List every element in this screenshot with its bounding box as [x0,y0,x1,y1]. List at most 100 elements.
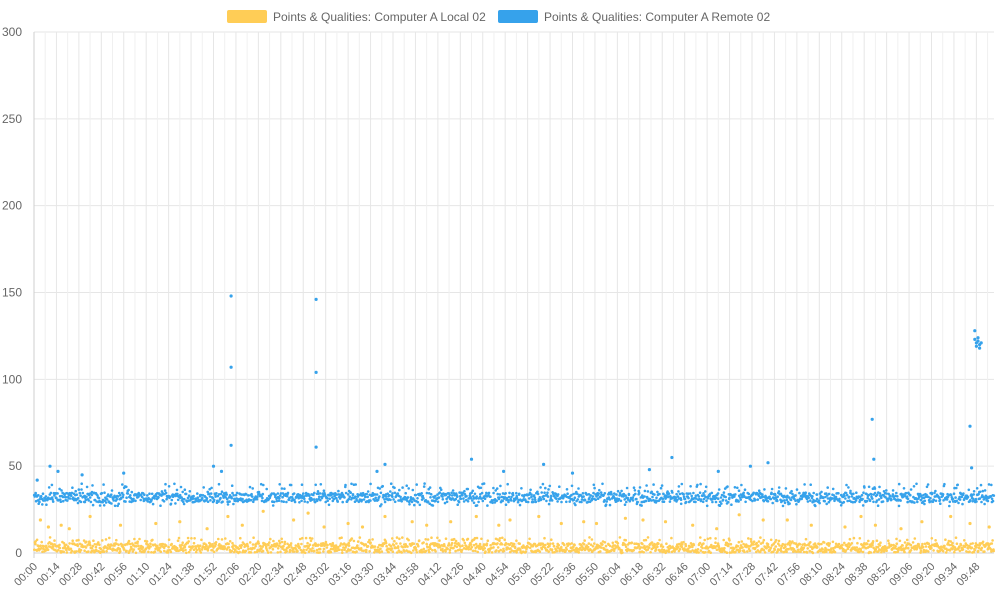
x-tick-label: 00:00 [12,561,40,589]
remote-point [498,496,501,499]
legend-label-remote[interactable]: Points & Qualities: Computer A Remote 02 [544,10,770,24]
local-point [268,541,271,544]
local-point [961,548,965,551]
remote-point [272,500,276,504]
remote-point [546,491,549,495]
local-point [322,547,326,551]
legend-label-local[interactable]: Points & Qualities: Computer A Local 02 [273,10,486,24]
remote-point [341,500,345,504]
legend-swatch-remote[interactable] [498,10,538,23]
local-point [356,544,359,547]
remote-point [602,493,605,497]
local-point [930,546,933,550]
local-point [149,542,152,545]
remote-point [822,496,825,500]
local-point [422,547,426,551]
remote-point [280,487,284,490]
remote-point [839,500,842,504]
remote-point [991,499,995,503]
remote-point [637,491,641,495]
local-point [304,536,308,540]
remote-point [769,497,773,501]
remote-point [451,489,455,492]
local-point [548,544,551,548]
local-point [509,547,512,550]
local-point [466,537,470,541]
local-point [848,537,852,541]
remote-point [676,498,679,502]
remote-point [245,493,248,496]
remote-point [196,492,199,495]
remote-point [586,500,590,504]
local-point [224,537,227,540]
remote-point [682,495,686,499]
remote-point [951,497,955,501]
remote-point [473,492,477,496]
local-point [368,550,371,553]
local-point [660,543,663,546]
local-point [231,541,234,545]
local-point [441,549,445,553]
remote-point [389,498,392,502]
remote-point [175,488,179,492]
remote-point [939,502,942,506]
local-point [553,551,556,554]
local-point [983,550,986,553]
local-point [414,546,418,550]
local-point [623,543,627,547]
remote-point [400,500,404,503]
x-tick-label: 08:38 [842,561,870,589]
legend-swatch-local[interactable] [227,10,267,23]
local-point [518,542,521,545]
remote-point [278,483,282,486]
local-point [77,538,80,542]
local-outlier-point [261,509,265,513]
local-point [307,550,311,553]
local-point [688,545,692,549]
local-point [774,538,778,542]
local-point [965,544,969,547]
local-point [433,544,436,547]
remote-point [818,492,822,495]
remote-point [325,496,329,500]
remote-point [744,500,747,504]
remote-point [50,483,54,487]
local-point [459,545,462,548]
local-point [455,545,459,549]
local-point [68,542,71,545]
remote-point [955,486,958,490]
local-point [821,548,824,551]
remote-outlier-point [383,462,387,466]
local-outlier-point [154,521,158,526]
remote-point [867,485,871,489]
remote-point [343,496,346,499]
local-point [866,542,869,546]
remote-point [686,492,690,496]
local-point [747,537,750,540]
local-point [853,546,857,549]
remote-point [346,493,350,496]
local-point [447,542,451,545]
local-point [444,550,447,553]
local-point [313,549,316,553]
local-point [469,547,473,551]
remote-point [515,491,518,495]
remote-point [694,494,698,498]
local-point [338,548,341,551]
x-tick-label: 03:16 [326,561,354,589]
remote-point [934,489,937,493]
remote-point [479,486,483,490]
local-point [498,539,501,543]
remote-point [532,500,535,504]
legend: Points & Qualities: Computer A Local 02 … [227,10,770,24]
local-point [393,539,396,543]
remote-point [666,490,669,493]
remote-point [800,497,803,501]
remote-point [39,494,43,498]
remote-point [926,483,930,486]
local-point [195,548,199,552]
grid-lines [33,31,994,558]
remote-point [102,483,105,486]
remote-point [312,498,316,501]
remote-point [658,492,661,496]
